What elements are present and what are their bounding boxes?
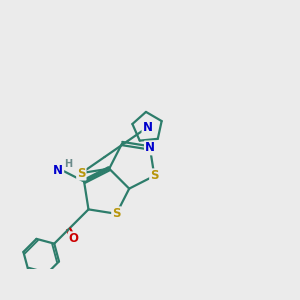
Text: N: N (142, 121, 152, 134)
Text: S: S (112, 207, 121, 220)
Text: S: S (150, 169, 159, 182)
Text: O: O (69, 232, 79, 245)
Text: N: N (145, 141, 155, 154)
Text: S: S (77, 167, 86, 180)
Text: H: H (64, 159, 72, 169)
Text: N: N (53, 164, 63, 177)
